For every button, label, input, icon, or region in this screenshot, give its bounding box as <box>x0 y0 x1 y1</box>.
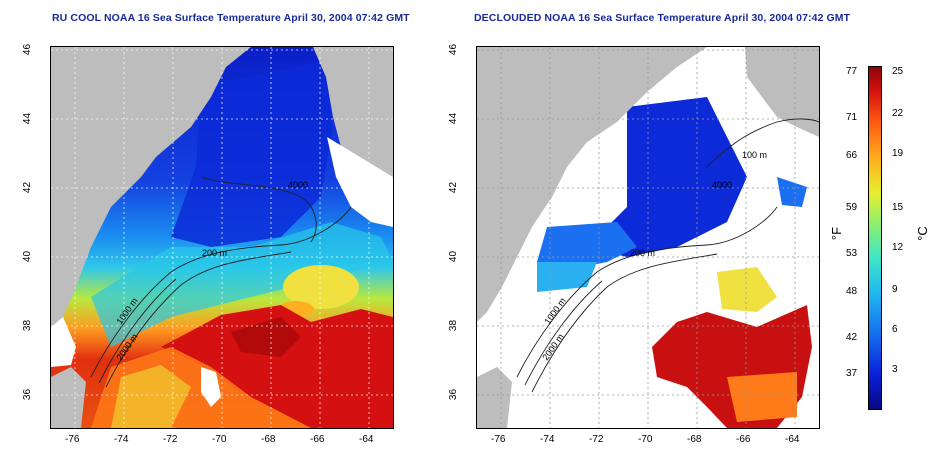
isobath-100m <box>706 118 819 168</box>
isobath-200m <box>90 206 352 378</box>
land-mass <box>51 47 251 327</box>
warm-eddy-yellow <box>283 265 359 309</box>
contour-label-200m: 200 m <box>630 248 656 258</box>
colorbar-c-12: 12 <box>892 242 904 253</box>
warm-eddy-yellow <box>717 267 777 312</box>
colorbar-c-15: 15 <box>892 202 904 213</box>
lon-tick-70: -70 <box>212 434 227 445</box>
lat-tick-40: 40 <box>22 250 34 263</box>
fahrenheit-label: °F <box>829 226 845 241</box>
gulf-stream <box>161 305 393 428</box>
lat-tick-36: 36 <box>448 388 460 401</box>
left-map-title: RU COOL NOAA 16 Sea Surface Temperature … <box>52 12 410 24</box>
right-map-title: DECLOUDED NOAA 16 Sea Surface Temperatur… <box>474 12 851 24</box>
colorbar-c-9: 9 <box>892 284 898 295</box>
contour-label-200m: 200 m <box>202 248 228 258</box>
contour-label-100m: 100 m <box>742 150 768 160</box>
colorbar-f-48: 48 <box>846 286 858 297</box>
lon-tick-76: -76 <box>491 434 506 445</box>
celsius-label: °C <box>914 226 930 241</box>
lon-tick-64: -64 <box>785 434 800 445</box>
colorbar-c-25: 25 <box>892 66 904 77</box>
lat-tick-42: 42 <box>22 181 34 194</box>
lon-tick-64: -64 <box>359 434 374 445</box>
colorbar-f-37: 37 <box>846 368 858 379</box>
lon-tick-66: -66 <box>736 434 751 445</box>
lat-tick-46: 46 <box>448 43 460 56</box>
lon-tick-72: -72 <box>589 434 604 445</box>
land-mass-northeast <box>745 47 819 137</box>
lon-tick-68: -68 <box>261 434 276 445</box>
lat-tick-40: 40 <box>448 250 460 263</box>
colorbar-f-77: 77 <box>846 66 858 77</box>
lon-tick-76: -76 <box>65 434 80 445</box>
temperature-colorbar <box>868 66 882 410</box>
contour-label-4000: 4000 <box>288 180 309 190</box>
lat-tick-38: 38 <box>22 319 34 332</box>
isobath-2000m <box>531 253 718 393</box>
colorbar-f-59: 59 <box>846 202 858 213</box>
lat-tick-36: 36 <box>22 388 34 401</box>
contour-label-4000: 4000 <box>712 180 733 190</box>
lon-tick-66: -66 <box>310 434 325 445</box>
lat-tick-42: 42 <box>448 181 460 194</box>
isobath-1000m <box>98 278 177 384</box>
colorbar-f-42: 42 <box>846 332 858 343</box>
colorbar-f-53: 53 <box>846 248 858 259</box>
colorbar-f-66: 66 <box>846 150 858 161</box>
colorbar-f-71: 71 <box>846 112 858 123</box>
lon-tick-72: -72 <box>163 434 178 445</box>
colorbar-c-19: 19 <box>892 148 904 159</box>
lon-tick-70: -70 <box>638 434 653 445</box>
lat-tick-44: 44 <box>448 112 460 125</box>
lon-tick-68: -68 <box>687 434 702 445</box>
isobath-2000m <box>105 251 292 388</box>
lat-tick-44: 44 <box>22 112 34 125</box>
lat-tick-46: 46 <box>22 43 34 56</box>
cold-water-region <box>587 97 747 257</box>
land-mass-northeast <box>313 47 393 197</box>
left-sst-map <box>50 46 394 429</box>
shelf-water <box>91 222 393 347</box>
lat-tick-38: 38 <box>448 319 460 332</box>
cold-water-region <box>171 59 336 247</box>
colorbar-c-3: 3 <box>892 364 898 375</box>
land-mass <box>477 47 707 322</box>
lon-tick-74: -74 <box>114 434 129 445</box>
isobath-1000m <box>524 280 603 386</box>
colorbar-c-22: 22 <box>892 108 904 119</box>
isobath-200m <box>516 206 778 378</box>
lon-tick-74: -74 <box>540 434 555 445</box>
colorbar-c-6: 6 <box>892 324 898 335</box>
right-sst-map <box>476 46 820 429</box>
